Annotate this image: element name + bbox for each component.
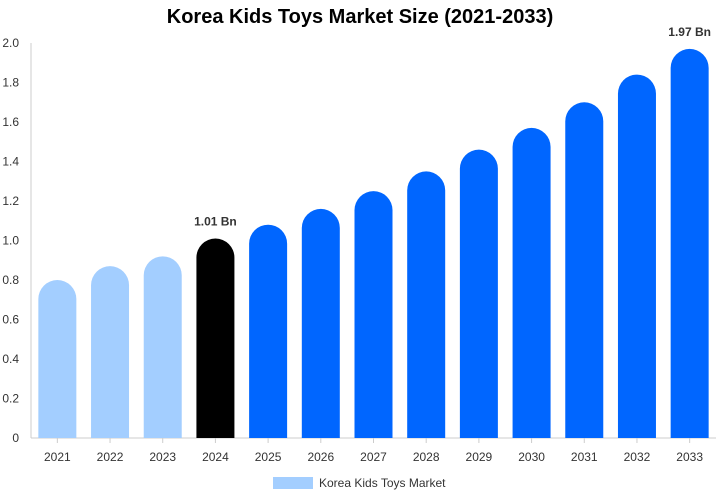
data-label: 1.01 Bn <box>194 215 237 229</box>
y-tick-label: 0.4 <box>2 352 19 366</box>
bar[interactable] <box>249 224 288 438</box>
y-tick-label: 0.6 <box>2 313 19 327</box>
bar[interactable] <box>196 238 235 438</box>
y-tick-label: 0.8 <box>2 273 19 287</box>
x-tick-label: 2027 <box>360 450 387 464</box>
x-tick-label: 2028 <box>413 450 440 464</box>
bar[interactable] <box>512 127 551 439</box>
y-tick-label: 1.2 <box>2 194 19 208</box>
bar[interactable] <box>143 256 182 438</box>
x-tick-label: 2022 <box>97 450 124 464</box>
legend-swatch <box>273 477 313 489</box>
chart-title: Korea Kids Toys Market Size (2021-2033) <box>166 6 554 28</box>
x-tick-label: 2026 <box>307 450 334 464</box>
y-tick-label: 1.6 <box>2 115 19 129</box>
y-tick-label: 0 <box>12 431 19 445</box>
x-tick-label: 2029 <box>466 450 493 464</box>
bar[interactable] <box>91 266 130 438</box>
x-tick-label: 2025 <box>255 450 282 464</box>
x-tick-label: 2031 <box>571 450 598 464</box>
y-tick-label: 1.8 <box>2 76 19 90</box>
x-tick-label: 2023 <box>149 450 176 464</box>
x-tick-label: 2021 <box>44 450 71 464</box>
bar[interactable] <box>459 149 498 438</box>
bar[interactable] <box>670 48 709 438</box>
bar[interactable] <box>617 74 656 438</box>
x-tick-label: 2030 <box>518 450 545 464</box>
legend-label: Korea Kids Toys Market <box>319 476 446 490</box>
x-tick-label: 2024 <box>202 450 229 464</box>
bar[interactable] <box>301 208 340 438</box>
y-tick-label: 0.2 <box>2 392 19 406</box>
bar[interactable] <box>354 191 393 438</box>
x-tick-label: 2033 <box>676 450 703 464</box>
y-tick-label: 1.0 <box>2 234 19 248</box>
bar[interactable] <box>407 171 446 438</box>
x-tick-label: 2032 <box>624 450 651 464</box>
bar[interactable] <box>38 280 77 438</box>
data-label: 1.97 Bn <box>668 25 711 39</box>
y-tick-label: 1.4 <box>2 155 19 169</box>
bar[interactable] <box>565 102 604 438</box>
y-tick-label: 2.0 <box>2 36 19 50</box>
